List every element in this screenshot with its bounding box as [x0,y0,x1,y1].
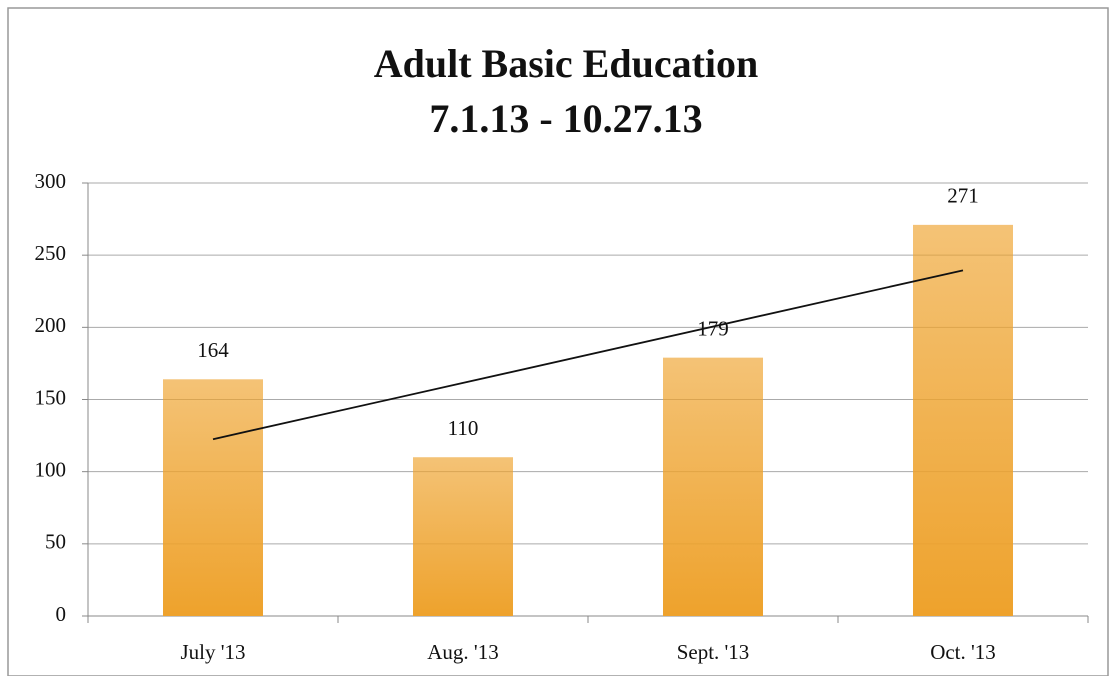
data-label: 110 [448,416,479,440]
y-tick-label: 200 [35,313,67,337]
bar [413,457,513,616]
y-tick-label: 150 [35,385,67,409]
trendline [212,269,964,441]
bar [663,357,763,616]
chart-title: 7.1.13 - 10.27.13 [429,96,702,141]
y-tick-label: 0 [56,602,67,626]
x-tick-label: Sept. '13 [677,640,750,664]
bar [163,379,263,616]
bar [913,224,1013,616]
chart-border [7,7,1109,676]
x-tick-label: July '13 [180,640,245,664]
x-tick-label: Oct. '13 [930,640,996,664]
data-label: 164 [197,338,229,362]
y-tick-label: 50 [45,530,66,554]
x-tick-label: Aug. '13 [427,640,498,664]
chart-title: Adult Basic Education [374,41,759,86]
y-tick-label: 300 [35,169,67,193]
y-tick-label: 250 [35,241,67,265]
y-tick-label: 100 [35,457,67,481]
data-label: 271 [947,184,979,208]
